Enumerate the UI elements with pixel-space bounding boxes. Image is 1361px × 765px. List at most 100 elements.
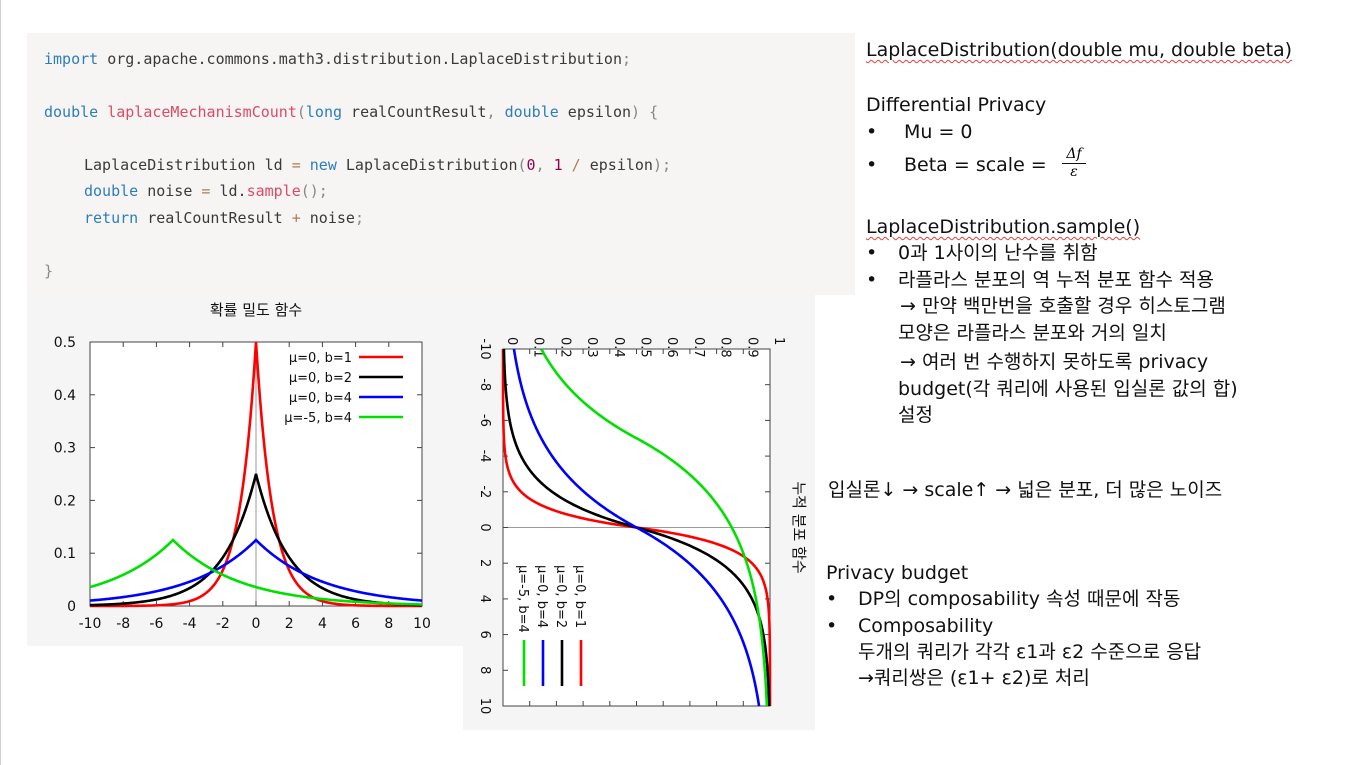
x-tick-label: 10 <box>413 616 431 632</box>
function-name: laplaceMechanismCount <box>107 103 297 121</box>
bullet: • <box>866 121 878 143</box>
punct: ; <box>621 50 632 68</box>
legend-label: μ=0, b=1 <box>572 565 587 628</box>
code-line-import: import org.apache.commons.math3.distribu… <box>44 50 631 68</box>
bullet: • <box>866 269 878 291</box>
pb-text-4: →쿼리쌍은 (ε1+ ε2)로 처리 <box>858 667 1090 689</box>
type: double <box>495 103 559 121</box>
y-tick-label: 0.2 <box>54 493 76 509</box>
prob-tick-label: 0.4 <box>611 337 626 358</box>
code-text: noise <box>300 209 355 227</box>
punct: , <box>535 156 554 174</box>
prob-tick-label: 1 <box>771 337 786 345</box>
operator: = <box>201 182 211 200</box>
punct: ( <box>517 156 527 174</box>
x-tick-label: 8 <box>477 666 492 674</box>
x-tick-label: 6 <box>351 616 360 632</box>
code-text: ld. <box>210 182 247 200</box>
sample-item-1: • 0과 1사이의 난수를 취함 <box>866 240 1098 266</box>
x-tick-label: -6 <box>149 616 163 632</box>
y-tick-label: 0.3 <box>54 441 76 457</box>
mu-item: • Mu = 0 <box>866 119 973 145</box>
chart-title: 확률 밀도 함수 <box>210 301 302 319</box>
number: 1 <box>553 156 563 174</box>
param: epsilon <box>558 103 632 121</box>
pb-text-1: DP의 composability 속성 때문에 작동 <box>858 588 1181 610</box>
x-tick-label: -8 <box>116 616 130 632</box>
x-tick-label: -2 <box>216 616 230 632</box>
cdf-chart-panel: 0 0.1 0.2 0.3 0.4 0.5 0.6 0.7 0.8 0.9 1 -10 -8 -6 -4 -2… <box>463 295 815 730</box>
chart-title: 누적 분포 함수 <box>790 481 808 573</box>
code-text: epsilon <box>589 156 653 174</box>
sample-text-3: → 만약 백만번을 호출할 경우 히스토그램 <box>900 295 1226 317</box>
constructor-signature: LaplaceDistribution(double mu, double be… <box>866 39 1293 61</box>
x-tick-label: 0 <box>252 616 261 632</box>
fraction-denominator: ε <box>1070 164 1078 180</box>
bullet: • <box>826 615 838 637</box>
series-line <box>540 348 769 707</box>
keyword: import <box>44 50 99 68</box>
y-tick-label: 0.4 <box>54 388 76 404</box>
code-line-return: return realCountResult + noise; <box>84 209 364 227</box>
series-line <box>512 348 761 707</box>
series-line <box>89 538 423 602</box>
prob-tick-label: 0.7 <box>691 337 706 358</box>
prob-tick-label: 0.8 <box>718 337 733 358</box>
code-text: realCountResult <box>138 209 292 227</box>
punct: , <box>486 103 496 121</box>
y-tick-label: 0.5 <box>54 335 76 351</box>
epsilon-relation: 입실론↓ → scale↑ → 넓은 분포, 더 많은 노이즈 <box>828 479 1223 501</box>
punct: ( <box>296 103 306 121</box>
x-tick-label: -10 <box>79 616 102 632</box>
pdf-chart-panel: 확률 밀도 함수 -10 -8 -6 -4 -2 0 2 4 6 8 10 0 0.1 0.2 0.3 0.4 0… <box>27 295 463 646</box>
pdf-chart: 확률 밀도 함수 -10 -8 -6 -4 -2 0 2 4 6 8 10 0 0.1 0.2 0.3 0.4 0… <box>54 301 431 632</box>
punct: (); <box>300 182 328 200</box>
legend-label: μ=0, b=2 <box>289 371 352 386</box>
keyword: new <box>300 156 337 174</box>
punct: ; <box>354 209 364 227</box>
prob-tick-label: 0.2 <box>557 337 572 358</box>
fraction-numerator: Δf <box>1062 146 1086 164</box>
code-text: noise <box>138 182 202 200</box>
x-tick-label: -8 <box>477 378 492 391</box>
x-tick-label: 10 <box>477 698 492 715</box>
legend-label: μ=0, b=4 <box>534 565 549 628</box>
operator: = <box>291 156 301 174</box>
sample-text-2: 라플라스 분포의 역 누적 분포 함수 적용 <box>898 269 1214 291</box>
x-tick-label: -4 <box>477 450 492 463</box>
scale-fraction: Δf ε <box>1062 146 1086 181</box>
code-text: LaplaceDistribution <box>336 156 518 174</box>
beta-text: Beta = scale = <box>904 154 1047 176</box>
sample-text-6: budget(각 쿼리에 사용된 입실론 값의 합) <box>898 378 1238 400</box>
bullet: • <box>826 588 838 610</box>
y-tick-label: 0 <box>67 599 76 615</box>
punct: } <box>44 262 54 280</box>
code-text: org.apache.commons.math3.distribution.La… <box>98 50 622 68</box>
x-tick-label: 8 <box>384 616 393 632</box>
type: long <box>305 103 343 121</box>
legend-label: μ=0, b=2 <box>553 565 568 628</box>
prob-tick-label: 0.3 <box>584 337 599 358</box>
dp-title: Differential Privacy <box>866 94 1047 116</box>
bullet: • <box>866 242 878 264</box>
x-tick-label: 4 <box>477 595 492 603</box>
pb-text-2: Composability <box>858 615 994 637</box>
code-line-noise: double noise = ld.sample(); <box>84 182 328 200</box>
sample-text-5: → 여러 번 수행하지 못하도록 privacy <box>900 351 1209 373</box>
legend-label: μ=0, b=4 <box>289 391 352 406</box>
number: 0 <box>526 156 536 174</box>
param: realCountResult <box>342 103 487 121</box>
sample-text-1: 0과 1사이의 난수를 취함 <box>898 242 1098 264</box>
function-name: sample <box>246 182 301 200</box>
code-line-signature: double laplaceMechanismCount(long realCo… <box>44 103 658 121</box>
sample-title: LaplaceDistribution.sample() <box>866 216 1141 238</box>
punct: ) <box>631 103 641 121</box>
cdf-chart: 0 0.1 0.2 0.3 0.4 0.5 0.6 0.7 0.8 0.9 1-10-8-6-4-2… <box>477 337 808 715</box>
punct: { <box>640 103 659 121</box>
x-tick-label: 0 <box>477 523 492 531</box>
pb-text-3: 두개의 쿼리가 각각 ε1과 ε2 수준으로 응답 <box>858 641 1202 663</box>
pb-item-1: • DP의 composability 속성 때문에 작동 <box>826 586 1180 612</box>
prob-tick-label: 0.5 <box>638 337 653 358</box>
x-tick-label: -6 <box>477 414 492 427</box>
sample-text-7: 설정 <box>898 404 933 426</box>
